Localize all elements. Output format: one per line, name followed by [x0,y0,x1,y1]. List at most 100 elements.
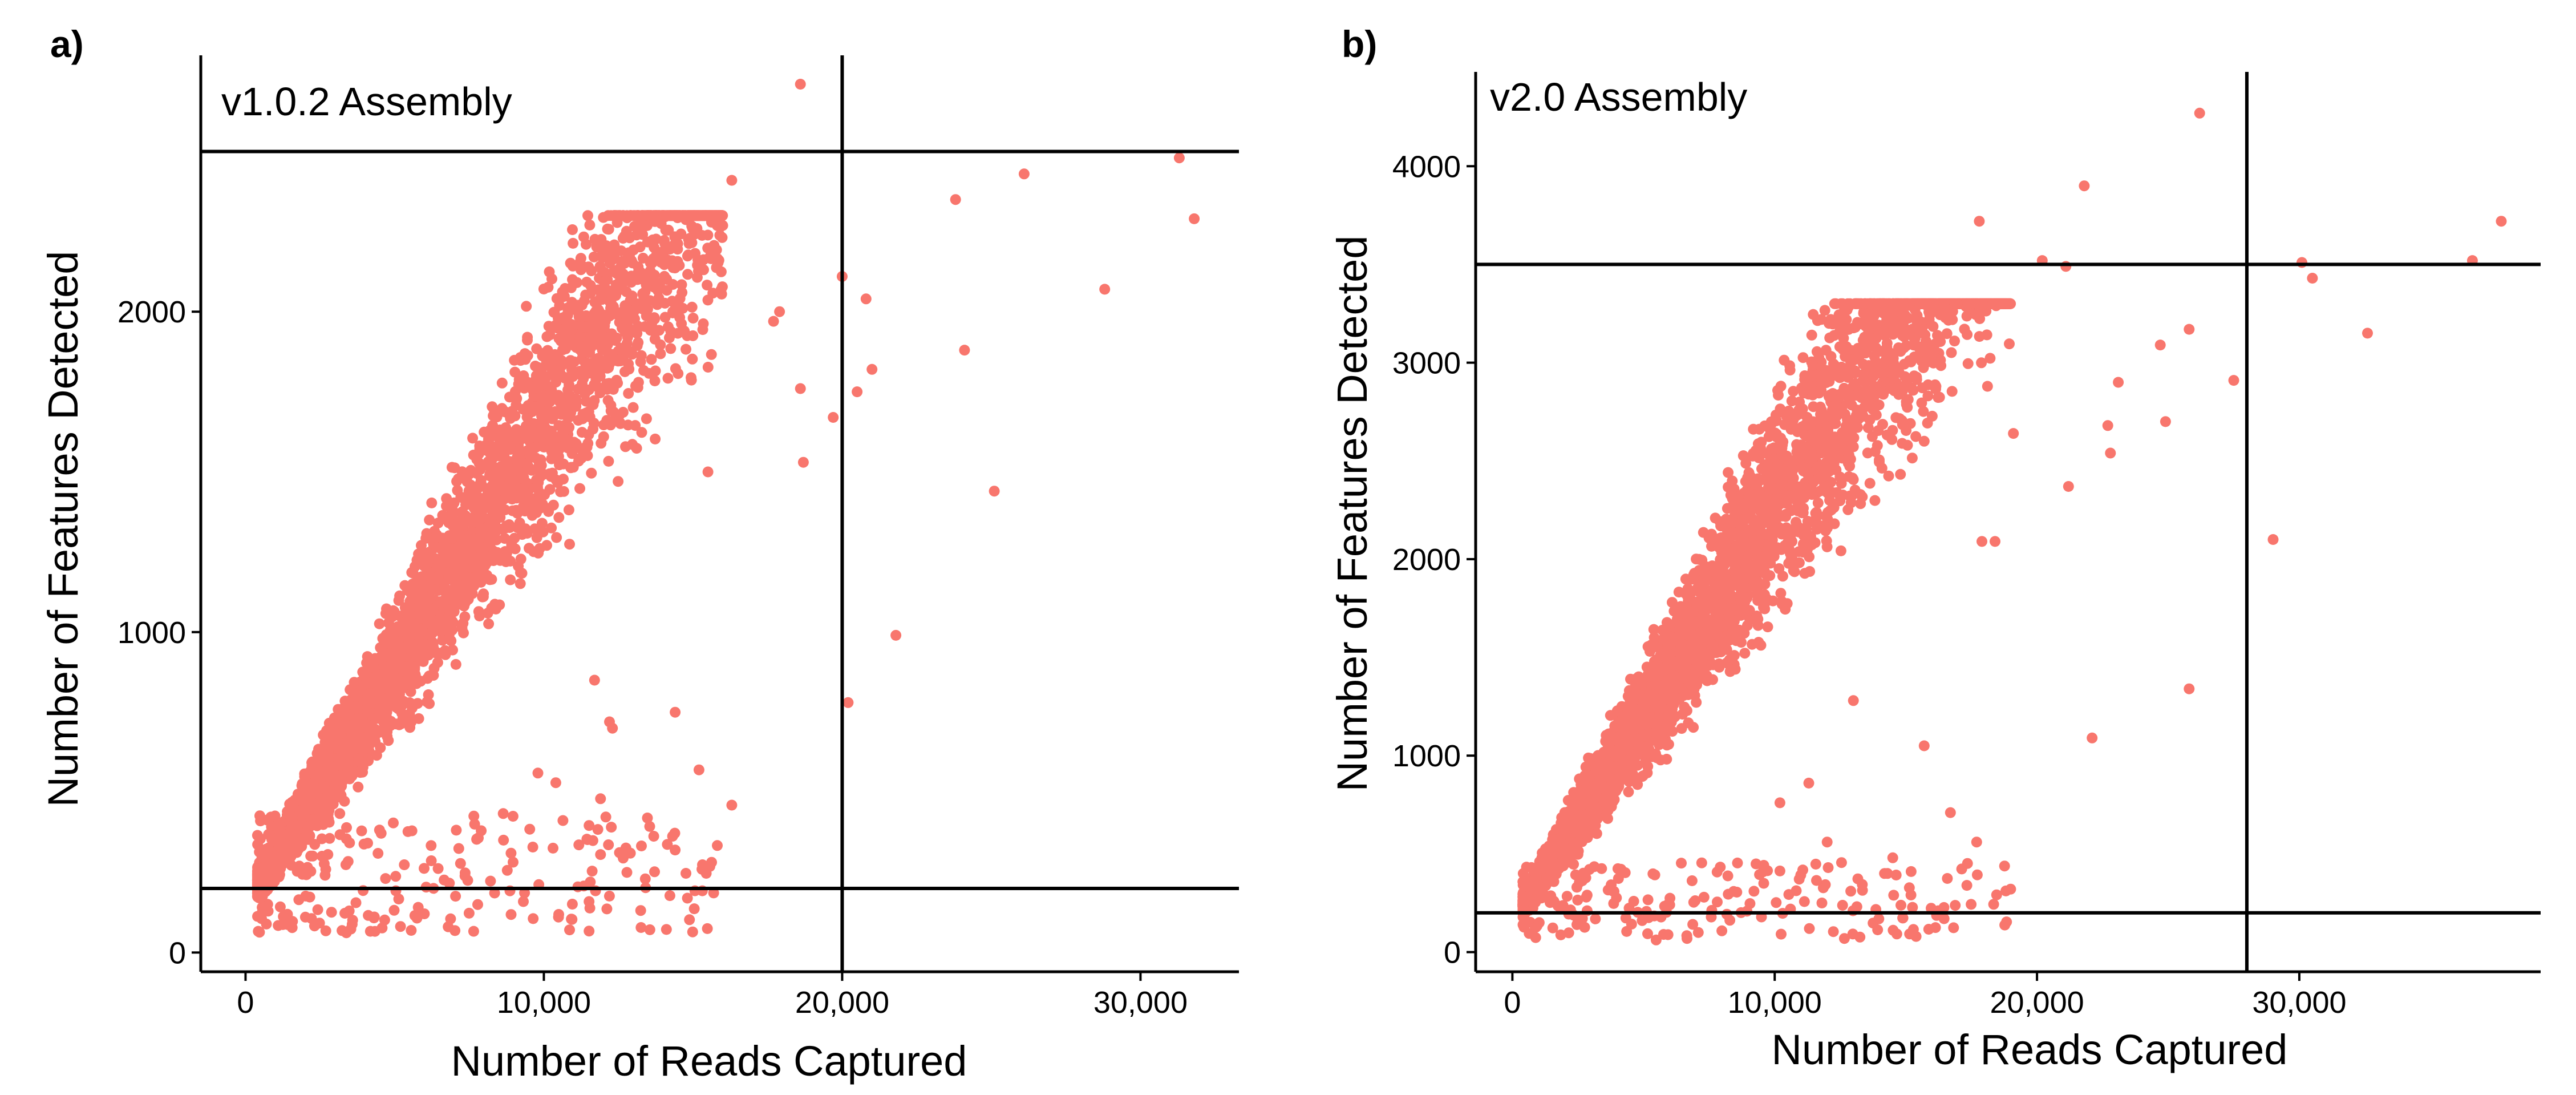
panel-a-point [350,897,362,908]
panel-a-point [702,280,713,291]
panel-a-point [274,901,286,912]
panel-a-point [638,292,650,302]
panel-a-point [623,388,634,399]
panel-a-point [619,258,630,269]
panel-a-point [647,210,659,221]
panel-a-point [291,866,303,877]
panel-a-point [361,657,372,669]
panel-a-point [644,821,655,832]
panel-a-point [596,438,607,449]
panel-a-point [546,522,557,534]
panel-a-y-tick-label: 1000 [118,616,186,650]
panel-a-outlier-point [768,316,779,327]
panel-a-point [485,875,496,887]
panel-a-point [497,808,509,819]
panel-a-point [409,661,420,673]
panel-a-point [374,618,385,629]
panel-a-point [661,924,672,935]
panel-a-point [649,242,660,253]
panel-b-point [1732,857,1743,868]
panel-a-point [568,237,579,249]
panel-a-point [522,332,533,343]
panel-b-point [1950,900,1961,911]
panel-a-outlier-point [693,764,704,775]
panel-a-point [447,624,458,636]
panel-a-point [586,866,598,877]
panel-a-point [464,468,475,479]
panel-a-point [515,553,526,565]
panel-a-point [431,542,442,553]
panel-a-point [589,233,601,245]
panel-a-point [318,755,329,766]
panel-a-point [394,719,405,730]
panel-a-point [574,331,586,342]
panel-a-point [593,304,604,316]
panel-a-point [334,808,346,819]
panel-a-point [260,860,272,871]
panel-a-point [642,813,653,823]
panel-a-outlier-point [702,466,714,478]
panel-a-point [531,532,542,543]
panel-a-point [337,720,349,732]
panel-a-point [615,210,626,221]
panel-a-point [553,911,564,923]
panel-a-point [383,648,394,660]
panel-a-point [427,625,439,636]
panel-a-outlier-point [1018,168,1030,180]
panel-a-point [252,839,264,850]
panel-a-point [307,778,319,789]
panel-a-point [255,815,266,827]
panel-a-point [432,560,444,572]
panel-a-point [343,709,355,721]
panel-a-point [507,406,518,417]
panel-a-point [641,413,652,425]
panel-a-point [371,750,382,761]
panel-a-point [715,221,726,232]
panel-a-point [427,636,438,648]
panel-a-point [551,532,562,543]
panel-a-point [662,839,673,850]
panel-a-axes [199,55,1239,973]
panel-a-point [503,520,514,531]
panel-a-point [517,483,529,494]
panel-a-point [692,265,704,277]
panel-a-point [518,896,529,907]
panel-a-point [320,925,331,936]
panel-a-point [511,394,522,405]
panel-a-point [501,548,512,559]
panel-a-point [486,603,497,614]
panel-a-point [404,679,416,690]
panel-b-point [1961,880,1972,891]
panel-a-point [602,249,613,261]
panel-a-point [623,345,634,356]
panel-a-point [423,689,434,700]
panel-a-point [583,429,594,441]
panel-a-point [620,441,631,452]
panel-b-point [1676,723,1687,734]
panel-a-point [319,870,331,881]
panel-a-point [481,569,493,581]
panel-a-point [252,830,263,841]
panel-a-outlier-point [843,697,854,708]
panel-a-point [521,301,532,312]
panel-a-point [472,899,483,910]
panel-a-point [618,269,629,280]
panel-a-point [639,305,651,316]
panel-a-point [273,920,284,931]
panel-a-point [526,464,537,476]
panel-a-point [548,842,558,854]
panel-a-point [379,632,390,643]
panel-a-point [317,851,327,862]
panel-a-point [598,276,610,288]
panel-a-point [333,753,344,765]
panel-a-point [515,578,526,589]
panel-a-assembly-label: v1.0.2 Assembly [221,79,512,124]
panel-a-x-ticks: 0 10,000 20,000 30,000 [237,972,1188,1020]
panel-a-point [687,313,699,324]
panel-a-point [631,229,642,241]
panel-a-point [630,420,641,431]
panel-a-point [524,543,534,554]
panel-a-outlier-point [670,706,681,718]
panel-a-point [519,348,530,359]
